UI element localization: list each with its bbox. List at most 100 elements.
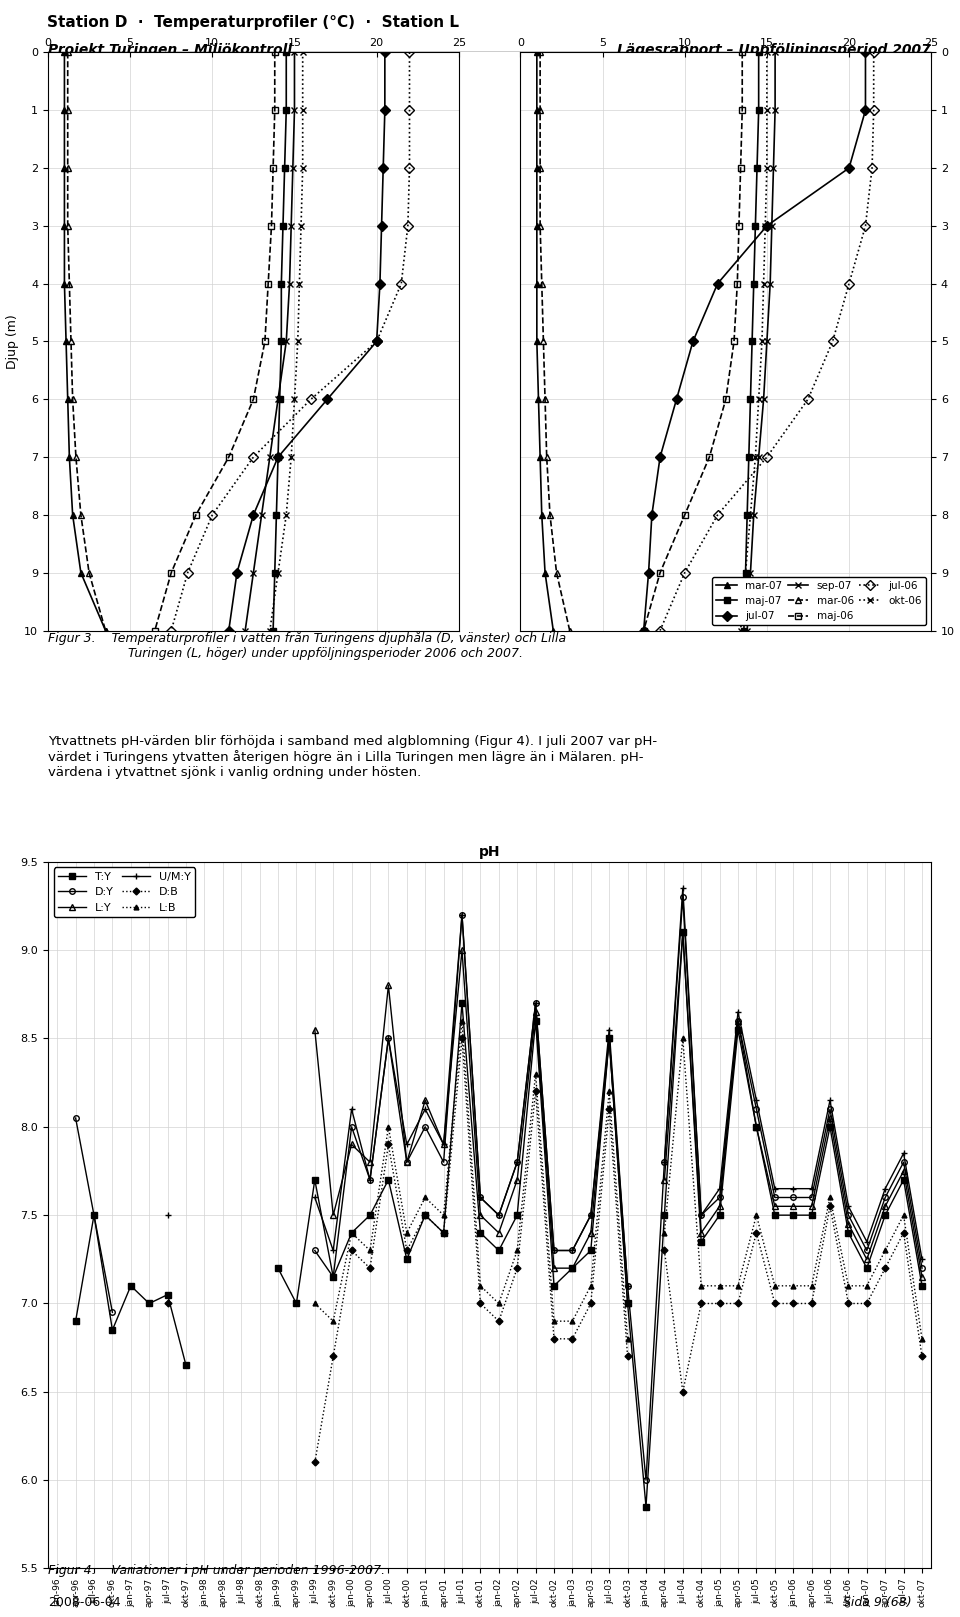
L:Y [787, 1197, 799, 1216]
T:Y [456, 993, 468, 1012]
D:B [604, 1100, 615, 1119]
U/M:Y [456, 906, 468, 925]
D:Y [732, 1011, 744, 1030]
U/M:Y [162, 1205, 174, 1224]
U/M:Y [732, 1003, 744, 1022]
L:Y [916, 1268, 927, 1287]
L:B [898, 1205, 909, 1224]
Text: Lägesrapport – Uppföljningsperiod 2007: Lägesrapport – Uppföljningsperiod 2007 [617, 44, 931, 58]
L:Y [714, 1197, 726, 1216]
L:B [604, 1082, 615, 1101]
D:Y [327, 1268, 339, 1287]
L:Y [548, 1258, 560, 1277]
L:Y [327, 1205, 339, 1224]
T:Y [548, 1276, 560, 1295]
L:B [346, 1222, 357, 1242]
L:B [401, 1222, 413, 1242]
D:B [585, 1294, 596, 1313]
U/M:Y [843, 1197, 854, 1216]
U/M:Y [566, 1240, 578, 1260]
T:Y [677, 923, 688, 943]
D:Y [898, 1153, 909, 1172]
L:Y [474, 1205, 486, 1224]
U/M:Y [585, 1205, 596, 1224]
T:Y [787, 1205, 799, 1224]
U/M:Y [714, 1179, 726, 1198]
D:Y [805, 1188, 817, 1208]
D:B [456, 1028, 468, 1048]
L:Y [769, 1197, 780, 1216]
Line: U/M:Y: U/M:Y [164, 884, 925, 1289]
D:B [805, 1294, 817, 1313]
T:Y [898, 1171, 909, 1190]
U/M:Y [364, 1171, 375, 1190]
D:B [879, 1258, 891, 1277]
D:B [898, 1222, 909, 1242]
T:Y [180, 1355, 192, 1374]
D:Y [383, 1028, 395, 1048]
D:B [383, 1135, 395, 1155]
L:B [566, 1311, 578, 1331]
D:Y [548, 1240, 560, 1260]
U/M:Y [879, 1179, 891, 1198]
D:Y [916, 1258, 927, 1277]
L:Y [420, 1090, 431, 1109]
D:B [787, 1294, 799, 1313]
D:Y [585, 1205, 596, 1224]
D:Y [566, 1240, 578, 1260]
T:Y [916, 1276, 927, 1295]
Text: Figur 4.    Variationer i pH under perioden 1996-2007.: Figur 4. Variationer i pH under perioden… [48, 1564, 385, 1577]
L:Y [805, 1197, 817, 1216]
U/M:Y [383, 1028, 395, 1048]
D:Y [88, 1205, 100, 1224]
U/M:Y [327, 1240, 339, 1260]
U/M:Y [420, 1100, 431, 1119]
D:B [548, 1329, 560, 1349]
T:Y [530, 1011, 541, 1030]
D:Y [474, 1188, 486, 1208]
D:B [916, 1347, 927, 1366]
L:B [732, 1276, 744, 1295]
D:Y [604, 1028, 615, 1048]
T:Y [751, 1117, 762, 1137]
D:B [732, 1294, 744, 1313]
T:Y [327, 1268, 339, 1287]
L:Y [843, 1214, 854, 1234]
Y-axis label: Djup (m): Djup (m) [6, 314, 19, 369]
L:Y [879, 1197, 891, 1216]
T:Y [143, 1294, 155, 1313]
Text: Projekt Turingen – Miljökontroll: Projekt Turingen – Miljökontroll [48, 44, 292, 58]
T:Y [70, 1311, 82, 1331]
L:Y [751, 1117, 762, 1137]
T:Y [438, 1222, 449, 1242]
T:Y [493, 1240, 505, 1260]
U/M:Y [346, 1100, 357, 1119]
U/M:Y [695, 1205, 707, 1224]
L:Y [530, 1003, 541, 1022]
D:Y [622, 1276, 634, 1295]
D:Y [364, 1171, 375, 1190]
U/M:Y [438, 1135, 449, 1155]
T:Y [604, 1028, 615, 1048]
T:Y [566, 1258, 578, 1277]
D:B [677, 1383, 688, 1402]
U/M:Y [622, 1276, 634, 1295]
L:B [879, 1240, 891, 1260]
D:Y [751, 1100, 762, 1119]
D:Y [769, 1188, 780, 1208]
D:Y [493, 1205, 505, 1224]
D:Y [512, 1153, 523, 1172]
T:Y [512, 1205, 523, 1224]
D:B [401, 1240, 413, 1260]
D:Y [659, 1153, 670, 1172]
D:Y [714, 1188, 726, 1208]
D:B [327, 1347, 339, 1366]
L:B [456, 1011, 468, 1030]
D:B [659, 1240, 670, 1260]
Line: D:Y: D:Y [73, 894, 924, 1483]
L:Y [585, 1222, 596, 1242]
T:Y [420, 1205, 431, 1224]
T:Y [659, 1205, 670, 1224]
D:Y [107, 1303, 118, 1323]
D:B [843, 1294, 854, 1313]
